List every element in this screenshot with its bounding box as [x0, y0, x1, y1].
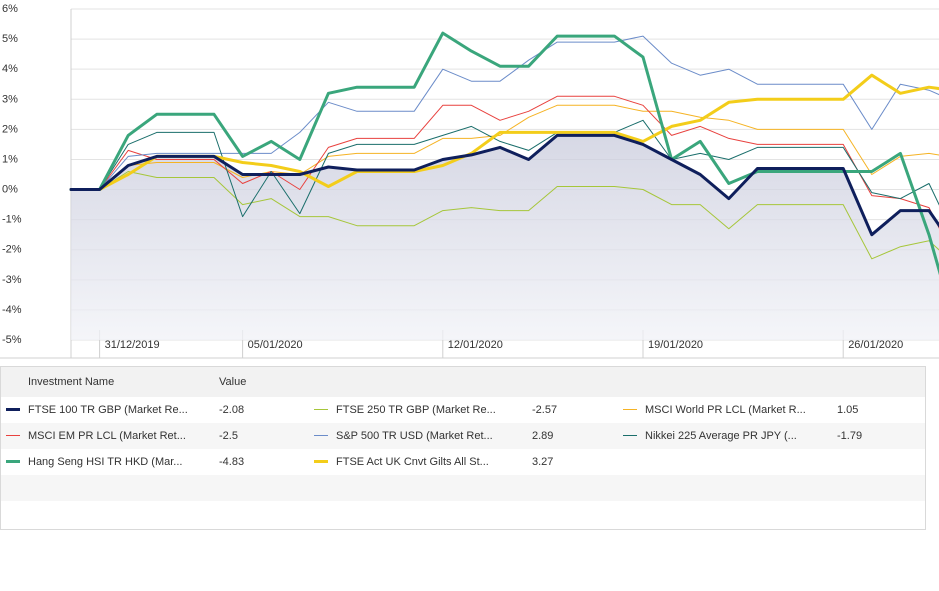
y-tick-label: -2%	[2, 244, 22, 256]
legend-series-value: -2.08	[219, 404, 245, 416]
series-line-2	[70, 104, 939, 190]
legend-series-name: FTSE 250 TR GBP (Market Re...	[336, 404, 496, 416]
x-tick-label: 31/12/2019	[105, 339, 160, 351]
series-line-5	[70, 119, 939, 218]
legend-table: Investment Name Value FTSE 100 TR GBP (M…	[0, 366, 926, 530]
y-tick-label: -1%	[2, 214, 22, 226]
y-tick-label: -4%	[2, 304, 22, 316]
chart-series-lines	[69, 31, 939, 276]
series-line-1	[70, 171, 939, 260]
legend-series-name: MSCI World PR LCL (Market R...	[645, 404, 806, 416]
y-tick-label: 5%	[2, 33, 18, 45]
legend-item: FTSE Act UK Cnvt Gilts All St... 3.27	[1, 449, 925, 475]
y-tick-label: -3%	[2, 274, 22, 286]
series-line-4	[70, 35, 939, 190]
legend-item: S&P 500 TR USD (Market Ret... 2.89	[1, 423, 925, 449]
line-chart: 6% 5% 4% 3% 2% 1% 0% -1% -2% -3% -4% -5% 31/12/2019…	[0, 3, 939, 359]
legend-series-name: FTSE Act UK Cnvt Gilts All St...	[336, 456, 489, 468]
legend-series-value: 3.27	[532, 456, 554, 468]
legend-swatch	[6, 408, 20, 411]
y-tick-label: 2%	[2, 123, 18, 135]
legend-item: FTSE 100 TR GBP (Market Re... -2.08	[1, 397, 925, 423]
legend-item: Hang Seng HSI TR HKD (Mar... -4.83	[1, 449, 925, 475]
y-axis-labels: 6% 5% 4% 3% 2% 1% 0% -1% -2% -3% -4% -5%	[2, 3, 22, 346]
chart-area-fill	[71, 135, 939, 340]
legend-series-name: FTSE 100 TR GBP (Market Re...	[28, 404, 188, 416]
legend-series-name: Hang Seng HSI TR HKD (Mar...	[28, 456, 183, 468]
y-tick-label: 1%	[2, 153, 18, 165]
series-line-0	[69, 133, 939, 237]
legend-series-value: -2.5	[219, 430, 238, 442]
y-tick-label: 4%	[2, 63, 18, 75]
legend-series-name: Nikkei 225 Average PR JPY (...	[645, 430, 797, 442]
series-line-6	[69, 31, 939, 276]
series-line-7	[69, 73, 939, 191]
legend-swatch	[623, 435, 637, 436]
legend-row: MSCI EM PR LCL (Market Ret... -2.5 S&P 500…	[1, 423, 925, 449]
y-tick-label: 3%	[2, 93, 18, 105]
x-axis-labels: 31/12/2019 05/01/2020 12/01/2020 19/01/2020…	[105, 339, 904, 351]
legend-row: FTSE 100 TR GBP (Market Re... -2.08 FTSE 2…	[1, 397, 925, 423]
legend-series-value: 1.05	[837, 404, 859, 416]
x-tick-label: 19/01/2020	[648, 339, 703, 351]
legend-swatch	[314, 409, 328, 410]
legend-item: MSCI EM PR LCL (Market Ret... -2.5	[1, 423, 925, 449]
legend-header-name: Investment Name	[28, 376, 115, 388]
series-line-3	[70, 95, 939, 229]
x-tick-label: 05/01/2020	[248, 339, 303, 351]
legend-item: FTSE 250 TR GBP (Market Re... -2.57	[1, 397, 925, 423]
x-tick-label: 12/01/2020	[448, 339, 503, 351]
legend-swatch	[314, 435, 328, 436]
legend-series-value: -2.57	[532, 404, 558, 416]
y-tick-label: 0%	[2, 184, 18, 196]
legend-series-name: S&P 500 TR USD (Market Ret...	[336, 430, 493, 442]
legend-swatch	[6, 435, 20, 436]
legend-swatch	[623, 409, 637, 410]
legend-row	[1, 475, 925, 501]
legend-series-name: MSCI EM PR LCL (Market Ret...	[28, 430, 186, 442]
legend-series-value: 2.89	[532, 430, 554, 442]
legend-swatch	[314, 460, 328, 463]
y-tick-label: -5%	[2, 334, 22, 346]
x-tick-label: 26/01/2020	[848, 339, 903, 351]
legend-header-value: Value	[219, 376, 247, 388]
legend-row: Hang Seng HSI TR HKD (Mar... -4.83 FTSE Ac…	[1, 449, 925, 475]
legend-swatch	[6, 460, 20, 463]
legend-item: Nikkei 225 Average PR JPY (... -1.79	[1, 423, 925, 449]
legend-item: MSCI World PR LCL (Market R... 1.05	[1, 397, 925, 423]
legend-series-value: -1.79	[837, 430, 863, 442]
area-fill-ftse-100	[71, 135, 939, 340]
legend-series-value: -4.83	[219, 456, 245, 468]
y-tick-label: 6%	[2, 3, 18, 15]
legend-header: Investment Name Value	[1, 367, 925, 397]
legend-rows: FTSE 100 TR GBP (Market Re... -2.08 FTSE 2…	[1, 397, 925, 501]
